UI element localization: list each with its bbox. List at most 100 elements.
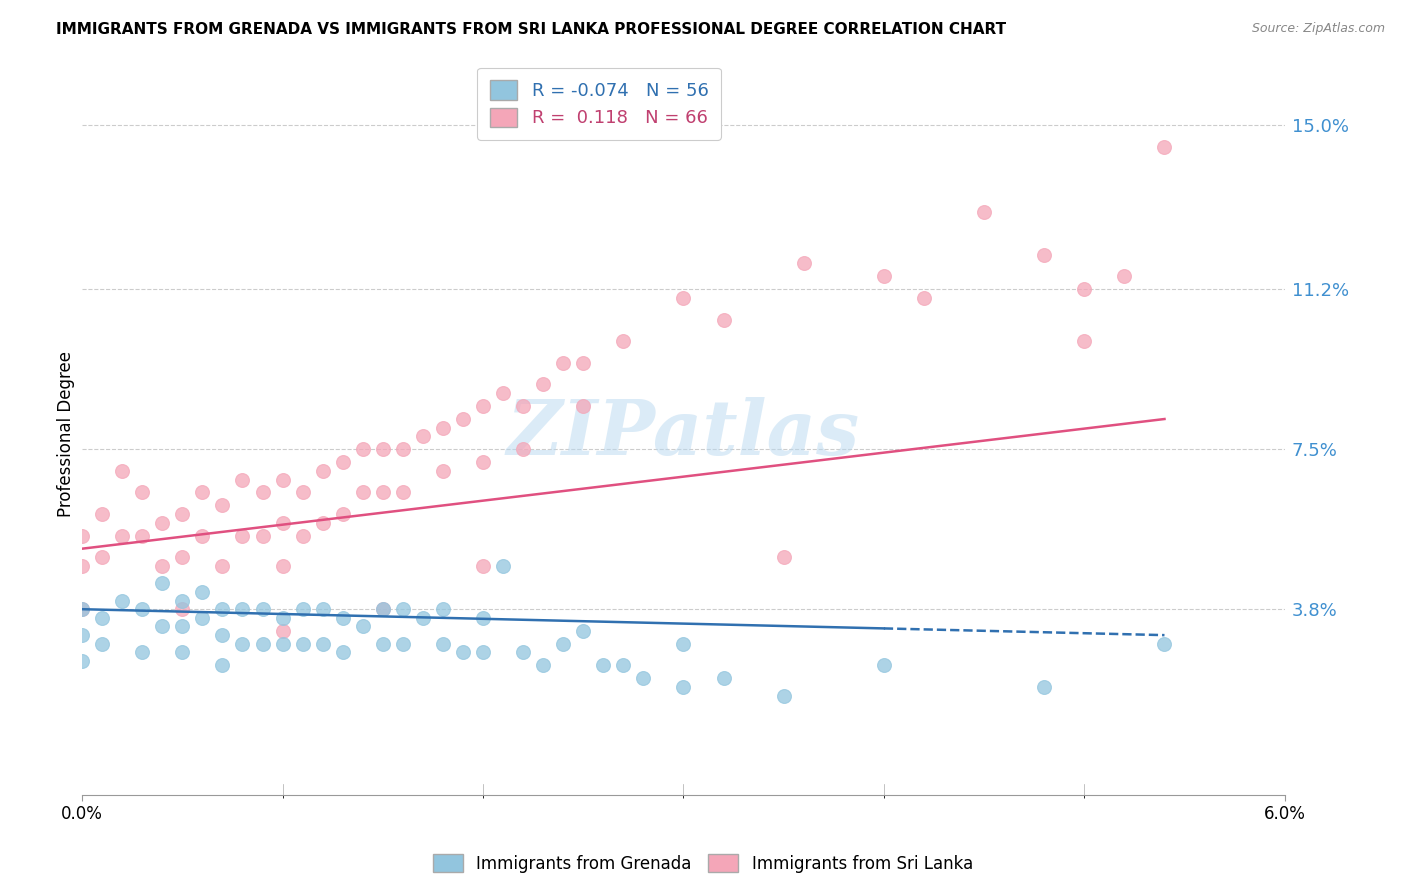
Point — [873, 658, 896, 673]
Point — [492, 559, 515, 574]
Point — [392, 637, 415, 651]
Point — [772, 689, 794, 703]
Point — [91, 550, 114, 565]
Text: Source: ZipAtlas.com: Source: ZipAtlas.com — [1251, 22, 1385, 36]
Point — [592, 658, 614, 673]
Point — [451, 645, 474, 659]
Point — [612, 658, 634, 673]
Point — [1073, 282, 1095, 296]
Point — [271, 516, 294, 530]
Point — [291, 529, 314, 543]
Point — [172, 602, 194, 616]
Legend: Immigrants from Grenada, Immigrants from Sri Lanka: Immigrants from Grenada, Immigrants from… — [426, 847, 980, 880]
Point — [392, 602, 415, 616]
Point — [572, 624, 595, 638]
Text: IMMIGRANTS FROM GRENADA VS IMMIGRANTS FROM SRI LANKA PROFESSIONAL DEGREE CORRELA: IMMIGRANTS FROM GRENADA VS IMMIGRANTS FR… — [56, 22, 1007, 37]
Point — [472, 559, 495, 574]
Point — [211, 559, 233, 574]
Point — [191, 611, 214, 625]
Y-axis label: Professional Degree: Professional Degree — [58, 351, 75, 517]
Point — [291, 485, 314, 500]
Point — [1153, 139, 1175, 153]
Point — [873, 269, 896, 284]
Point — [70, 602, 93, 616]
Point — [352, 442, 374, 457]
Point — [172, 619, 194, 633]
Legend: R = -0.074   N = 56, R =  0.118   N = 66: R = -0.074 N = 56, R = 0.118 N = 66 — [478, 68, 721, 140]
Point — [70, 602, 93, 616]
Point — [512, 399, 534, 413]
Point — [231, 473, 253, 487]
Point — [271, 637, 294, 651]
Point — [311, 464, 333, 478]
Point — [772, 550, 794, 565]
Point — [252, 602, 274, 616]
Point — [472, 399, 495, 413]
Point — [1073, 334, 1095, 349]
Point — [633, 671, 655, 685]
Point — [131, 645, 153, 659]
Point — [793, 256, 815, 270]
Point — [472, 645, 495, 659]
Point — [172, 507, 194, 521]
Point — [311, 602, 333, 616]
Point — [332, 611, 354, 625]
Point — [672, 637, 695, 651]
Point — [553, 356, 575, 370]
Point — [412, 429, 434, 443]
Point — [150, 619, 173, 633]
Point — [131, 602, 153, 616]
Point — [371, 602, 394, 616]
Point — [432, 420, 454, 434]
Point — [531, 377, 554, 392]
Point — [191, 529, 214, 543]
Point — [252, 529, 274, 543]
Point — [70, 529, 93, 543]
Point — [672, 680, 695, 694]
Point — [91, 507, 114, 521]
Point — [150, 516, 173, 530]
Point — [1114, 269, 1136, 284]
Point — [311, 637, 333, 651]
Point — [472, 455, 495, 469]
Point — [1033, 248, 1056, 262]
Point — [371, 602, 394, 616]
Point — [111, 529, 134, 543]
Point — [231, 602, 253, 616]
Point — [271, 624, 294, 638]
Point — [332, 455, 354, 469]
Point — [432, 637, 454, 651]
Point — [150, 559, 173, 574]
Point — [1153, 637, 1175, 651]
Point — [412, 611, 434, 625]
Point — [150, 576, 173, 591]
Point — [271, 473, 294, 487]
Point — [531, 658, 554, 673]
Point — [612, 334, 634, 349]
Point — [91, 637, 114, 651]
Point — [211, 602, 233, 616]
Point — [371, 637, 394, 651]
Point — [432, 602, 454, 616]
Point — [231, 529, 253, 543]
Point — [211, 499, 233, 513]
Text: ZIPatlas: ZIPatlas — [508, 397, 860, 471]
Point — [392, 442, 415, 457]
Point — [311, 516, 333, 530]
Point — [371, 485, 394, 500]
Point — [172, 645, 194, 659]
Point — [252, 485, 274, 500]
Point — [352, 619, 374, 633]
Point — [392, 485, 415, 500]
Point — [713, 312, 735, 326]
Point — [332, 645, 354, 659]
Point — [291, 602, 314, 616]
Point — [1033, 680, 1056, 694]
Point — [211, 628, 233, 642]
Point — [512, 442, 534, 457]
Point — [512, 645, 534, 659]
Point — [111, 593, 134, 607]
Point — [191, 485, 214, 500]
Point — [111, 464, 134, 478]
Point — [91, 611, 114, 625]
